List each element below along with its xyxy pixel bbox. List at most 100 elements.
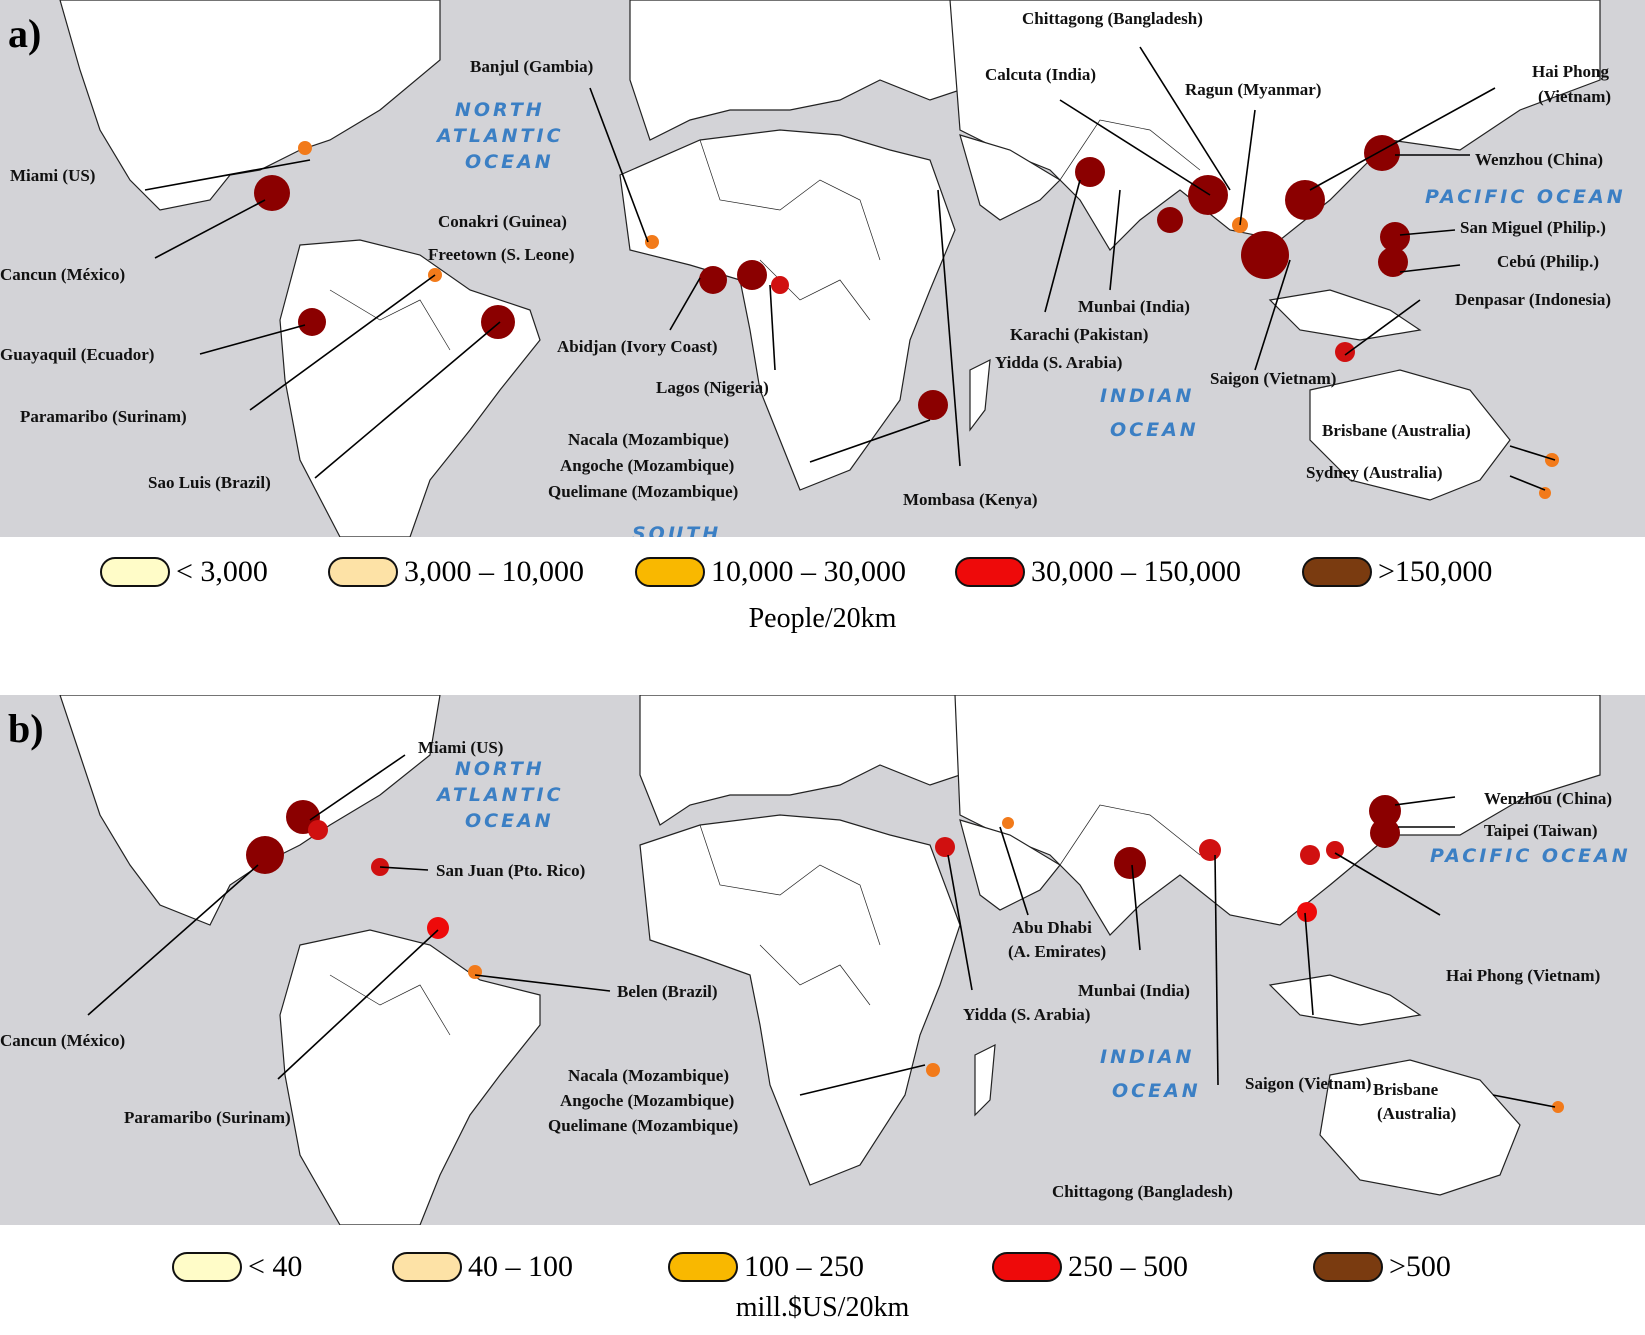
legend-label: 3,000 – 10,000	[404, 555, 584, 588]
hotspot	[308, 820, 328, 840]
map-panel-a: NORTH ATLANTIC OCEAN INDIAN OCEAN PACIFI…	[0, 0, 1645, 537]
legend-unit-a: People/20km	[748, 603, 897, 634]
city-label: Munbai (India)	[1078, 981, 1190, 1000]
hotspot	[254, 175, 290, 211]
hotspot	[1241, 231, 1289, 279]
city-label: Nacala (Mozambique)	[568, 1066, 729, 1085]
borders-b	[329, 804, 1201, 1036]
legend-label: >150,000	[1378, 555, 1493, 588]
legend-item: < 40	[172, 1245, 302, 1289]
city-label: Lagos (Nigeria)	[656, 378, 769, 397]
hotspot	[1188, 175, 1228, 215]
city-label: Paramaribo (Surinam)	[124, 1108, 291, 1127]
city-label: Conakri (Guinea)	[438, 212, 567, 231]
legend-swatch	[328, 557, 398, 587]
legend-b: < 40 40 – 100 100 – 250 250 – 500 >500	[0, 1245, 1645, 1289]
city-label: Hai Phong	[1532, 62, 1609, 81]
hotspot	[935, 837, 955, 857]
city-label: Paramaribo (Surinam)	[20, 407, 187, 426]
legend-item: >500	[1313, 1245, 1451, 1289]
legend-label: 100 – 250	[744, 1250, 864, 1283]
ocean-label: NORTH	[455, 758, 545, 780]
city-label: Brisbane	[1373, 1080, 1439, 1099]
legend-unit-b: mill.$US/20km	[735, 1292, 910, 1323]
world-map-a: NORTH ATLANTIC OCEAN INDIAN OCEAN PACIFI…	[0, 0, 1626, 537]
hotspot	[918, 390, 948, 420]
hotspot	[1370, 818, 1400, 848]
hotspot	[1075, 157, 1105, 187]
legend-swatch	[668, 1252, 738, 1282]
ocean-label: NORTH	[455, 99, 545, 121]
city-label: Angoche (Mozambique)	[560, 1091, 734, 1110]
ocean-label: OCEAN	[465, 810, 554, 832]
hotspot	[1539, 487, 1551, 499]
city-label: Angoche (Mozambique)	[560, 456, 734, 475]
legend-swatch	[1313, 1252, 1383, 1282]
legend-label: 30,000 – 150,000	[1031, 555, 1241, 588]
hotspots-b	[246, 795, 1564, 1113]
annotation-arrows-a	[144, 46, 1556, 491]
hotspot	[1326, 841, 1344, 859]
city-label: Sydney (Australia)	[1306, 463, 1442, 482]
hotspot	[468, 965, 482, 979]
city-label: Mombasa (Kenya)	[903, 490, 1038, 509]
hotspot	[1380, 222, 1410, 252]
hotspot	[1378, 247, 1408, 277]
hotspot	[1369, 795, 1401, 827]
legend-swatch	[1302, 557, 1372, 587]
city-label: Munbai (India)	[1078, 297, 1190, 316]
hotspot	[1114, 847, 1146, 879]
city-label: Miami (US)	[10, 166, 95, 185]
legend-a: < 3,000 3,000 – 10,000 10,000 – 30,000 3…	[0, 550, 1645, 594]
city-label: Saigon (Vietnam)	[1210, 369, 1336, 388]
city-label: Guayaquil (Ecuador)	[0, 345, 154, 364]
hotspot	[1364, 135, 1400, 171]
ocean-label: OCEAN	[1112, 1080, 1201, 1102]
ocean-label: PACIFIC OCEAN	[1430, 845, 1631, 867]
city-label: Yidda (S. Arabia)	[963, 1005, 1090, 1024]
city-label: Calcuta (India)	[985, 65, 1096, 84]
city-label: Cancun (México)	[0, 265, 125, 284]
hotspot	[926, 1063, 940, 1077]
legend-item: < 3,000	[100, 550, 268, 594]
hotspot	[246, 836, 284, 874]
ocean-label: OCEAN	[465, 151, 554, 173]
map-panel-b: NORTH ATLANTIC OCEAN INDIAN OCEAN PACIFI…	[0, 695, 1645, 1225]
city-label: (A. Emirates)	[1008, 942, 1106, 961]
city-label: (Australia)	[1377, 1104, 1456, 1123]
ocean-label: PACIFIC OCEAN	[1425, 186, 1626, 208]
hotspot	[427, 917, 449, 939]
city-label: Wenzhou (China)	[1484, 789, 1612, 808]
landmasses-a	[59, 0, 1601, 537]
hotspot	[1199, 839, 1221, 861]
city-label: Brisbane (Australia)	[1322, 421, 1471, 440]
city-label: Yidda (S. Arabia)	[995, 353, 1122, 372]
legend-swatch	[635, 557, 705, 587]
legend-label: >500	[1389, 1250, 1451, 1283]
city-labels-a: Miami (US) Cancun (México) Guayaquil (Ec…	[0, 9, 1611, 509]
landmasses-b	[59, 695, 1601, 1225]
city-label: Hai Phong (Vietnam)	[1446, 966, 1600, 985]
city-label: Sao Luis (Brazil)	[148, 473, 271, 492]
ocean-label: OCEAN	[1110, 419, 1199, 441]
world-map-b: NORTH ATLANTIC OCEAN INDIAN OCEAN PACIFI…	[0, 695, 1631, 1225]
city-label: Cancun (México)	[0, 1031, 125, 1050]
legend-item: 30,000 – 150,000	[955, 550, 1241, 594]
hotspot	[1285, 180, 1325, 220]
legend-item: 250 – 500	[992, 1245, 1188, 1289]
panel-label: b)	[8, 706, 44, 751]
legend-label: < 40	[248, 1250, 303, 1283]
hotspot	[737, 260, 767, 290]
legend-item: 100 – 250	[668, 1245, 864, 1289]
city-label: San Miguel (Philip.)	[1460, 218, 1606, 237]
legend-swatch	[955, 557, 1025, 587]
hotspot	[298, 141, 312, 155]
city-label: Karachi (Pakistan)	[1010, 325, 1148, 344]
city-label: Ragun (Myanmar)	[1185, 80, 1321, 99]
legend-swatch	[392, 1252, 462, 1282]
city-label: Abidjan (Ivory Coast)	[557, 337, 718, 356]
city-label: Nacala (Mozambique)	[568, 430, 729, 449]
legend-label: 40 – 100	[468, 1250, 573, 1283]
hotspot	[298, 308, 326, 336]
hotspot	[645, 235, 659, 249]
